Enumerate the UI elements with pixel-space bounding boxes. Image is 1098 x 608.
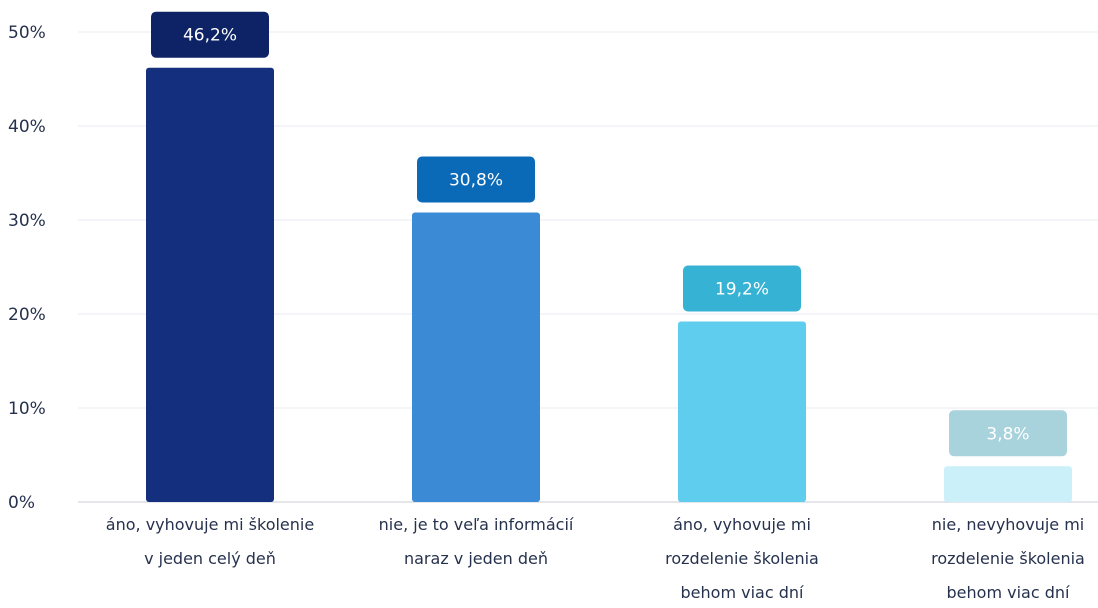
y-tick-label: 0% [8,493,35,513]
bar [146,67,274,502]
data-label-badge [683,265,801,312]
x-category-label: nie, je to veľa informácií [379,515,574,534]
data-label: 19,2% [715,280,769,300]
x-category-label: áno, vyhovuje mi školenie [106,515,314,534]
x-category-label: áno, vyhovuje mi [673,515,811,534]
bar [678,321,806,502]
x-category-label: rozdelenie školenia [665,549,819,568]
x-category-label: behom viac dní [681,583,805,602]
y-tick-label: 50% [8,23,46,43]
x-category-label: behom viac dní [947,583,1071,602]
x-category-label: v jeden celý deň [144,549,276,568]
data-label: 3,8% [986,424,1029,444]
y-tick-label: 10% [8,399,46,419]
x-category-label: naraz v jeden deň [404,549,548,568]
data-label: 30,8% [449,170,503,190]
x-category-label: rozdelenie školenia [931,549,1085,568]
data-label-badge [949,410,1067,457]
y-tick-label: 40% [8,117,46,137]
y-tick-label: 30% [8,211,46,231]
y-tick-label: 20% [8,305,46,325]
x-category-label: nie, nevyhovuje mi [932,515,1084,534]
bar [944,466,1072,502]
bar [412,212,540,503]
data-label: 46,2% [183,26,237,46]
data-label-badge [151,11,269,58]
data-label-badge [417,156,535,203]
